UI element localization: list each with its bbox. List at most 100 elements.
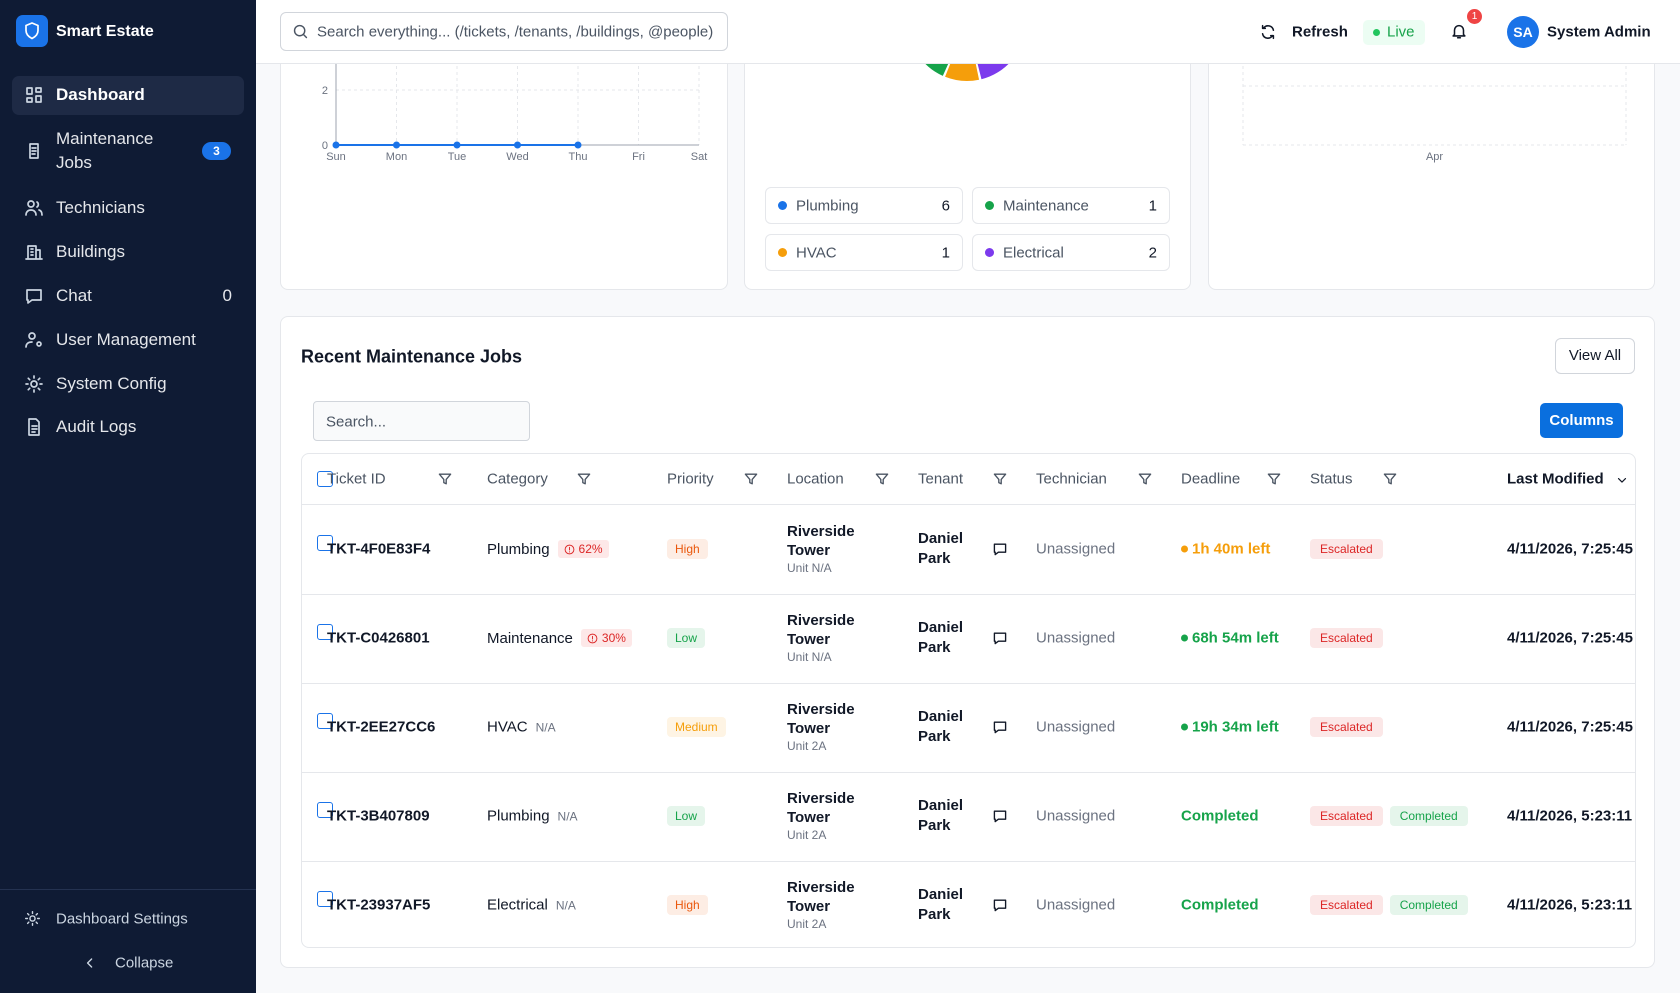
risk-label: N/A bbox=[557, 809, 578, 823]
nav-label[interactable]: Chat bbox=[56, 286, 92, 305]
ticket-id[interactable]: TKT-3B407809 bbox=[327, 807, 430, 825]
ticket-id[interactable]: TKT-2EE27CC6 bbox=[327, 718, 436, 736]
row-checkbox[interactable] bbox=[317, 713, 333, 729]
category: Electrical bbox=[487, 896, 548, 914]
row-checkbox[interactable] bbox=[317, 624, 333, 640]
nav-label[interactable]: Audit Logs bbox=[56, 417, 137, 436]
risk-score: N/A bbox=[556, 898, 576, 912]
column-header[interactable]: Deadline bbox=[1181, 470, 1241, 488]
row-divider bbox=[302, 861, 1635, 862]
row-checkbox[interactable] bbox=[317, 891, 333, 907]
last-modified: 4/11/2026, 7:25:45 bbox=[1507, 718, 1633, 736]
ticket-id[interactable]: TKT-4F0E83F4 bbox=[327, 540, 431, 558]
nav-icon-shape bbox=[28, 418, 40, 436]
filter-icon-shape bbox=[875, 473, 889, 485]
unit: Unit 2A bbox=[787, 828, 827, 842]
x-tick-label: Thu bbox=[569, 151, 588, 163]
table-search[interactable]: Search... bbox=[313, 401, 530, 441]
nav-icon-shape bbox=[26, 87, 42, 103]
nav-icon bbox=[25, 245, 43, 260]
legend-item: Electrical 2 bbox=[972, 234, 1170, 271]
avatar[interactable]: SA bbox=[1507, 16, 1539, 48]
deadline: Completed bbox=[1181, 807, 1259, 825]
nav-icon-shape bbox=[25, 375, 43, 393]
filter-icon bbox=[1383, 473, 1397, 485]
risk-score: 30% bbox=[580, 629, 632, 647]
tenant[interactable]: Daniel Park bbox=[918, 619, 964, 656]
row-checkbox[interactable] bbox=[317, 535, 333, 551]
tenant[interactable]: Daniel Park bbox=[918, 708, 964, 745]
column-header[interactable]: Last Modified bbox=[1507, 470, 1604, 488]
nav-label[interactable]: Maintenance Jobs bbox=[56, 129, 154, 172]
deadline: 1h 40m left bbox=[1192, 540, 1271, 558]
filter-icon-shape bbox=[744, 473, 758, 485]
tenant[interactable]: Daniel Park bbox=[918, 797, 964, 834]
column-header[interactable]: Technician bbox=[1036, 470, 1107, 488]
nav-label[interactable]: System Config bbox=[56, 374, 167, 393]
deadline-dot bbox=[1181, 545, 1188, 553]
filter-icon bbox=[1267, 473, 1281, 485]
column-header[interactable]: Status bbox=[1310, 470, 1353, 488]
tenant[interactable]: Daniel Park bbox=[918, 530, 964, 567]
legend-dot bbox=[985, 248, 994, 257]
tenant[interactable]: Daniel Park bbox=[918, 886, 964, 923]
row-checkbox[interactable] bbox=[317, 802, 333, 818]
status-pill: Escalated bbox=[1310, 895, 1383, 915]
nav-label[interactable]: Buildings bbox=[56, 242, 125, 261]
collapse-button[interactable]: Collapse bbox=[115, 954, 174, 972]
risk-score: N/A bbox=[558, 809, 578, 823]
legend-dot bbox=[778, 248, 787, 257]
filter-icon bbox=[993, 473, 1007, 485]
filter-icon-shape bbox=[1383, 473, 1397, 485]
deadline-cell: Completed bbox=[1181, 897, 1259, 914]
legend-value: 1 bbox=[941, 244, 950, 262]
x-tick-label: Fri bbox=[632, 151, 645, 163]
filter-icon bbox=[744, 473, 758, 485]
legend-item: Plumbing 6 bbox=[765, 187, 963, 224]
location-cell: Riverside Tower Unit 2A bbox=[787, 789, 877, 843]
category-cell: Plumbing 62% bbox=[487, 540, 609, 558]
chat-icon-shape bbox=[993, 543, 1007, 556]
column-header[interactable]: Priority bbox=[667, 470, 714, 488]
row-checkbox[interactable] bbox=[317, 471, 333, 487]
settings-link[interactable]: Dashboard Settings bbox=[56, 910, 188, 928]
columns-button[interactable]: Columns bbox=[1540, 403, 1623, 438]
user-name[interactable]: System Admin bbox=[1547, 23, 1651, 41]
filter-icon-shape bbox=[1267, 473, 1281, 485]
nav-icon-shape bbox=[25, 332, 42, 348]
ticket-id[interactable]: TKT-23937AF5 bbox=[327, 896, 431, 914]
nav-label[interactable]: Technicians bbox=[56, 198, 145, 217]
ticket-id[interactable]: TKT-C0426801 bbox=[327, 629, 430, 647]
risk-label: 30% bbox=[601, 631, 626, 645]
refresh-button[interactable]: Refresh bbox=[1292, 23, 1348, 41]
legend-label: Electrical bbox=[1003, 244, 1064, 262]
x-tick-label: Wed bbox=[506, 151, 528, 163]
live-dot bbox=[1373, 29, 1380, 36]
location: Riverside Tower bbox=[787, 790, 855, 826]
risk-label: N/A bbox=[535, 720, 556, 734]
deadline-dot bbox=[1181, 634, 1188, 642]
status-cell: Escalated bbox=[1310, 539, 1383, 559]
filter-icon-shape bbox=[993, 473, 1007, 485]
column-header[interactable]: Ticket ID bbox=[327, 470, 386, 488]
global-search[interactable]: Search everything... (/tickets, /tenants… bbox=[280, 12, 728, 51]
nav-icon-shape bbox=[26, 289, 42, 304]
status-cell: Escalated bbox=[1310, 628, 1383, 648]
column-header[interactable]: Location bbox=[787, 470, 844, 488]
table: Ticket ID Category Priority Location Tenant T… bbox=[301, 453, 1636, 948]
status-cell: Escalated Completed bbox=[1310, 895, 1468, 915]
last-modified: 4/11/2026, 7:25:45 bbox=[1507, 540, 1633, 558]
status-pill: Escalated bbox=[1310, 717, 1383, 737]
nav-label[interactable]: User Management bbox=[56, 330, 196, 349]
nav-label[interactable]: Dashboard bbox=[56, 85, 145, 104]
location: Riverside Tower bbox=[787, 523, 855, 559]
category-cell: Electrical N/A bbox=[487, 897, 576, 914]
column-header[interactable]: Tenant bbox=[918, 470, 964, 488]
logo-icon-shape bbox=[25, 22, 39, 40]
priority-pill: High bbox=[667, 539, 708, 559]
risk-label: N/A bbox=[555, 898, 576, 912]
filter-icon-shape bbox=[1138, 473, 1152, 485]
view-all-button[interactable]: View All bbox=[1555, 338, 1635, 374]
category-cell: HVAC N/A bbox=[487, 719, 556, 736]
column-header[interactable]: Category bbox=[487, 470, 548, 488]
